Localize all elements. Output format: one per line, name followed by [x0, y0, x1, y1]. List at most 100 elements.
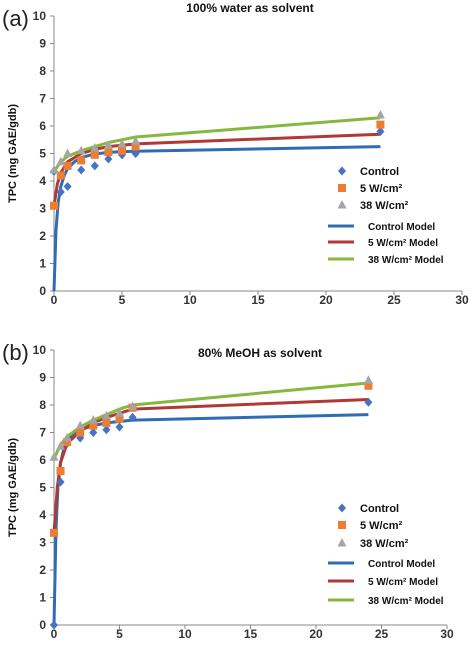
legend-label: Control — [360, 166, 399, 178]
legend-marker — [338, 503, 346, 513]
series-line-4 — [52, 398, 369, 534]
x-tick-label: 15 — [251, 293, 265, 307]
data-point — [363, 375, 373, 384]
data-point — [49, 165, 59, 174]
y-tick-label: 8 — [39, 64, 46, 78]
legend: Control 5 W/cm² 38 W/cm² Control Model 5 W/c… — [328, 166, 444, 266]
data-point — [56, 441, 66, 450]
data-point — [131, 142, 140, 151]
legend-label: 38 W/cm² Model — [368, 255, 444, 266]
x-tick-label: 30 — [440, 627, 454, 641]
data-point — [104, 148, 113, 157]
legend-label: 38 W/cm² — [360, 538, 409, 550]
y-tick-label: 10 — [33, 343, 47, 357]
y-tick-label: 6 — [39, 453, 46, 467]
data-point — [50, 620, 58, 630]
data-point — [131, 149, 140, 158]
data-point — [115, 408, 124, 417]
data-point — [117, 138, 127, 148]
y-tick-label: 10 — [33, 9, 47, 23]
data-point — [50, 201, 58, 210]
legend-label: 5 W/cm² Model — [368, 238, 438, 249]
panel-label: (b) — [2, 340, 29, 365]
y-tick-label: 2 — [39, 229, 46, 243]
panel-label: (a) — [2, 6, 29, 31]
x-tick-label: 10 — [178, 627, 192, 641]
x-tick-label: 0 — [51, 293, 58, 307]
data-point — [63, 438, 72, 447]
data-point — [56, 467, 65, 475]
data-point — [115, 414, 124, 423]
y-tick-label: 0 — [39, 284, 46, 298]
data-point — [128, 401, 138, 410]
legend-label: 38 W/cm² Model — [368, 596, 444, 607]
y-tick-label: 8 — [39, 398, 46, 412]
legend-label: 5 W/cm² Model — [368, 577, 438, 588]
data-point — [375, 110, 385, 119]
x-tick-label: 25 — [387, 293, 401, 307]
series-points-2 — [49, 110, 385, 174]
y-tick-label: 0 — [39, 618, 46, 632]
y-axis-label: TPC (mg GAE/gdb) — [7, 104, 19, 203]
chart-panel-a: 0 1 2 3 4 5 6 7 8 9 10 0 5 10 15 20 25 30 TPC (mg GAE/gdb)… — [2, 1, 469, 307]
y-tick-label: 1 — [39, 591, 46, 605]
x-tick-label: 15 — [244, 627, 258, 641]
x-tick-label: 5 — [119, 293, 126, 307]
legend-marker — [338, 166, 346, 176]
data-point — [364, 397, 373, 407]
data-point — [56, 477, 65, 487]
y-tick-label: 3 — [39, 202, 46, 216]
series-points-2 — [49, 375, 373, 461]
data-point — [88, 415, 98, 424]
data-point — [102, 425, 111, 435]
data-point — [77, 156, 86, 165]
y-tick-label: 9 — [39, 371, 46, 385]
data-point — [90, 143, 100, 152]
data-point — [62, 433, 72, 442]
series-points-1 — [50, 120, 385, 210]
data-point — [118, 146, 126, 155]
data-point — [115, 422, 124, 432]
legend-label: Control Model — [368, 559, 435, 570]
chart-title: 100% water as solvent — [186, 1, 313, 15]
data-point — [376, 127, 385, 136]
series-points-0 — [50, 397, 373, 630]
data-point — [90, 150, 99, 159]
data-point — [102, 418, 111, 427]
data-point — [50, 528, 58, 537]
series-line-3 — [52, 413, 369, 626]
y-tick-label: 7 — [39, 92, 46, 106]
data-point — [364, 381, 373, 390]
data-point — [89, 421, 98, 430]
data-point — [128, 412, 137, 422]
y-tick-label: 5 — [39, 481, 46, 495]
y-tick-label: 4 — [39, 174, 46, 188]
data-point — [90, 161, 99, 171]
legend-marker — [338, 521, 346, 529]
data-point — [56, 171, 65, 180]
y-tick-label: 4 — [39, 508, 46, 522]
chart-title: 80% MeOH as solvent — [198, 346, 322, 360]
y-tick-label: 7 — [39, 426, 46, 440]
x-tick-label: 5 — [116, 627, 123, 641]
y-tick-label: 2 — [39, 563, 46, 577]
data-point — [56, 156, 66, 166]
x-tick-label: 0 — [51, 627, 58, 641]
legend-label: Control Model — [368, 222, 435, 233]
x-tick-label: 30 — [455, 293, 469, 307]
series-line-5 — [52, 116, 381, 173]
legend-label: Control — [360, 503, 399, 515]
data-point — [56, 187, 65, 197]
data-point — [76, 145, 86, 155]
data-point — [103, 140, 113, 149]
legend-marker — [338, 184, 346, 192]
x-tick-label: 20 — [309, 627, 323, 641]
y-tick-label: 1 — [39, 257, 46, 271]
legend-label: 38 W/cm² — [360, 200, 409, 212]
data-point — [76, 428, 85, 437]
data-point — [63, 148, 73, 157]
y-tick-label: 9 — [39, 37, 46, 51]
data-point — [77, 165, 86, 175]
data-point — [63, 161, 72, 170]
